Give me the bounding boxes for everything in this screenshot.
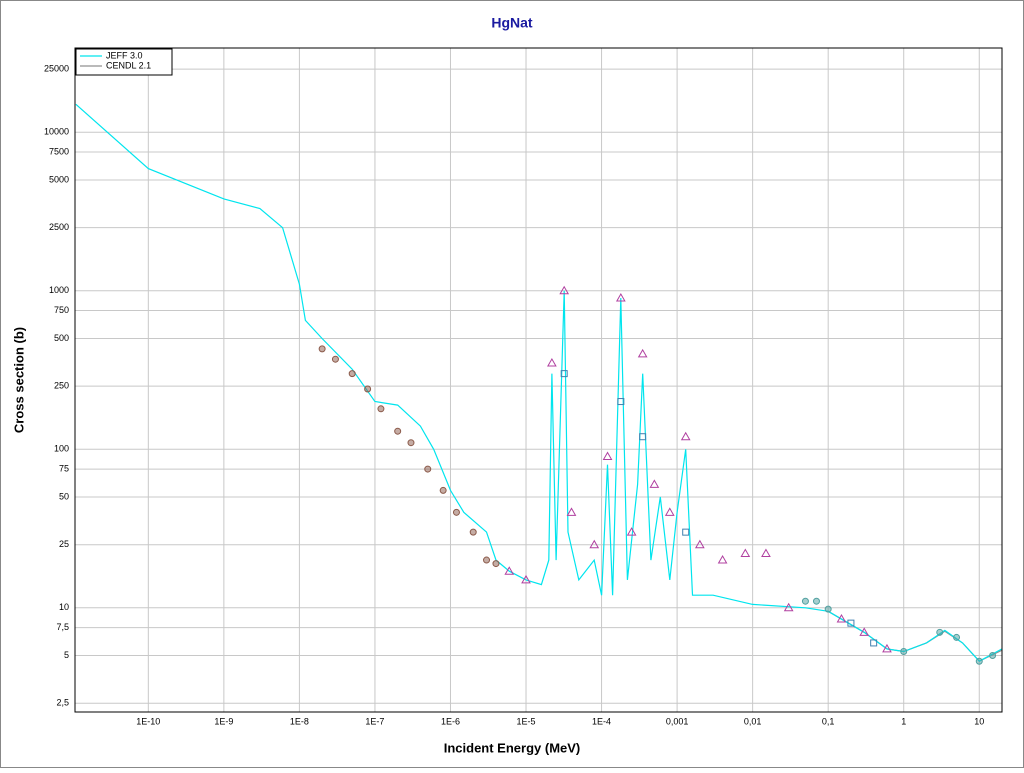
data-point	[989, 651, 997, 659]
legend-label: JEFF 3.0	[106, 50, 143, 60]
plot-area	[75, 48, 1002, 712]
data-point	[717, 555, 728, 564]
data-point	[439, 486, 447, 494]
data-point	[682, 528, 690, 536]
y-tick-label: 1000	[49, 285, 69, 295]
x-tick-label: 10	[974, 716, 984, 726]
data-point	[364, 385, 372, 393]
data-point	[740, 548, 751, 557]
data-point	[637, 348, 648, 358]
data-point	[602, 451, 613, 461]
data-point	[566, 507, 577, 516]
data-point	[407, 439, 415, 447]
x-tick-label: 1E-7	[365, 716, 384, 726]
x-tick-label: 1E-9	[214, 716, 233, 726]
x-tick-label: 0,001	[666, 716, 689, 726]
y-tick-label: 250	[54, 381, 69, 391]
data-point	[953, 633, 961, 641]
y-axis-label: Cross section (b)	[11, 327, 26, 433]
x-tick-label: 1E-5	[517, 716, 536, 726]
y-tick-label: 500	[54, 333, 69, 343]
series-line	[75, 103, 1003, 662]
data-point	[318, 345, 326, 353]
data-point	[936, 628, 944, 636]
data-point	[589, 539, 600, 549]
data-point	[664, 507, 675, 516]
data-point	[824, 605, 832, 613]
y-tick-label: 25	[59, 539, 69, 549]
data-point	[882, 643, 892, 653]
legend-label: CENDL 2.1	[106, 60, 151, 70]
data-point	[812, 597, 820, 605]
y-tick-label: 100	[54, 444, 69, 454]
data-point	[377, 405, 385, 413]
data-point	[615, 292, 626, 302]
data-point	[783, 602, 794, 612]
data-point	[761, 548, 771, 557]
data-point	[492, 560, 500, 568]
y-tick-label: 7,5	[56, 622, 69, 632]
y-tick-label: 5000	[49, 174, 69, 184]
data-point	[521, 574, 531, 584]
data-point	[626, 527, 637, 536]
plot-frame	[74, 47, 1003, 713]
y-tick-label: 10	[59, 602, 69, 612]
data-point	[452, 508, 460, 516]
data-point	[801, 597, 809, 605]
data-point	[870, 639, 878, 647]
data-point	[639, 433, 647, 441]
data-point	[469, 528, 477, 536]
chart-title: HgNat	[491, 15, 533, 31]
y-tick-label: 75	[59, 463, 69, 473]
x-tick-label: 1E-8	[290, 716, 309, 726]
y-tick-label: 10000	[44, 127, 69, 137]
x-tick-label: 1E-4	[592, 716, 611, 726]
x-tick-label: 0,1	[822, 716, 835, 726]
data-point	[617, 398, 625, 406]
data-point	[560, 370, 568, 378]
data-point	[847, 619, 855, 627]
data-point	[900, 647, 908, 655]
y-tick-label: 2500	[49, 222, 69, 232]
x-tick-label: 0,01	[744, 716, 762, 726]
data-point	[649, 479, 660, 488]
data-point	[504, 566, 515, 575]
data-point	[331, 355, 339, 363]
x-tick-label: 1	[901, 716, 906, 726]
data-point	[559, 285, 570, 295]
y-tick-label: 25000	[44, 64, 69, 74]
data-point	[547, 358, 557, 367]
x-tick-label: 1E-6	[441, 716, 460, 726]
data-point	[694, 539, 705, 549]
x-axis-label: Incident Energy (MeV)	[444, 740, 581, 755]
data-point	[394, 427, 402, 435]
data-point	[836, 613, 847, 623]
data-point	[975, 657, 983, 665]
y-tick-label: 750	[54, 305, 69, 315]
data-point	[859, 627, 870, 636]
data-point	[483, 556, 491, 564]
x-tick-label: 1E-10	[136, 716, 160, 726]
data-point	[348, 370, 356, 378]
y-tick-label: 5	[64, 650, 69, 660]
legend-box	[75, 48, 173, 76]
data-point	[680, 431, 691, 441]
y-tick-label: 7500	[49, 146, 69, 156]
y-tick-label: 2,5	[56, 698, 69, 708]
y-tick-label: 50	[59, 491, 69, 501]
data-point	[424, 465, 432, 473]
